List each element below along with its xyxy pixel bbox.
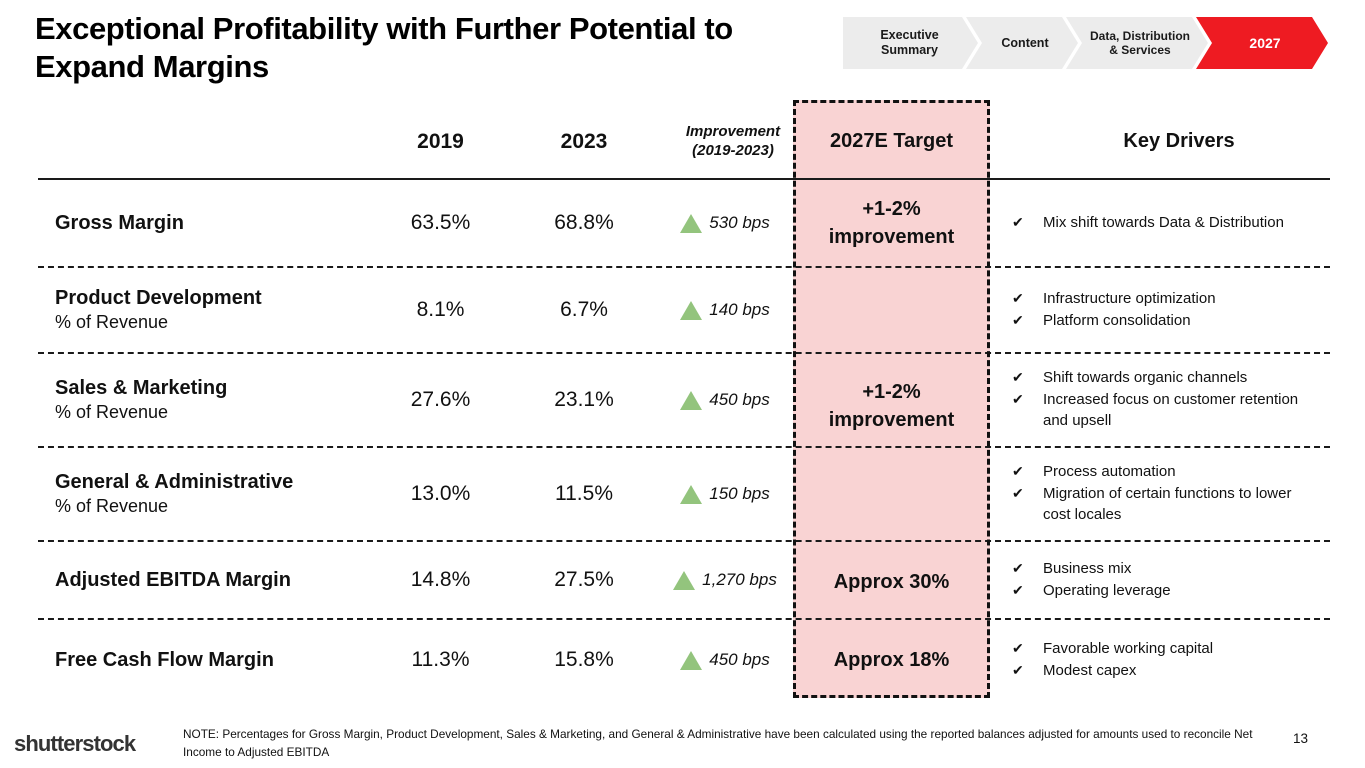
row-label: Gross Margin xyxy=(55,211,184,234)
key-driver-item: ✔ Platform consolidation xyxy=(1012,311,1191,329)
page-number: 13 xyxy=(1293,731,1309,746)
checkmark-icon: ✔ xyxy=(1012,311,1024,328)
header-improvement: Improvement (2019-2023) xyxy=(685,122,781,159)
improvement-up-triangle-icon xyxy=(680,650,703,670)
value-2019: 13.0% xyxy=(410,482,471,505)
key-driver-item: ✔ Migration of certain functions to lowe… xyxy=(1012,485,1292,523)
checkmark-icon: ✔ xyxy=(1012,661,1024,678)
improvement-value: 1,270 bps xyxy=(702,570,777,589)
breadcrumb: Executive Summary Content Data, Distribu… xyxy=(843,17,1328,69)
row-label: Free Cash Flow Margin xyxy=(55,648,274,671)
key-driver-item: ✔ Modest capex xyxy=(1012,661,1137,679)
table-row-general-administrative: General & Administrative % of Revenue 13… xyxy=(38,446,1330,540)
shutterstock-logo: shutterstock xyxy=(14,731,136,756)
breadcrumb-item-executive-summary: Executive Summary xyxy=(843,17,978,69)
key-driver-item: ✔ Business mix xyxy=(1012,559,1132,577)
header-2023: 2023 xyxy=(560,129,608,153)
key-driver-item: ✔ Shift towards organic channels xyxy=(1012,369,1248,387)
value-2023: 27.5% xyxy=(554,568,614,591)
row-label: Sales & Marketing xyxy=(55,376,228,399)
improvement-value: 530 bps xyxy=(709,213,770,232)
row-label: Product Development xyxy=(55,286,262,309)
checkmark-icon: ✔ xyxy=(1012,369,1024,386)
value-2019: 8.1% xyxy=(416,298,465,321)
row-sublabel: % of Revenue xyxy=(55,495,169,516)
table-row-free-cash-flow-margin: Free Cash Flow Margin 11.3% 15.8% 450 bp… xyxy=(38,618,1330,700)
improvement-up-triangle-icon xyxy=(680,484,703,504)
breadcrumb-item-2027-active: 2027 xyxy=(1196,17,1328,69)
checkmark-icon: ✔ xyxy=(1012,559,1024,576)
row-label: Adjusted EBITDA Margin xyxy=(55,568,291,591)
table-header-row: 2019 2023 Improvement (2019-2023) Key Dr… xyxy=(38,105,1330,180)
key-driver-item: ✔ Infrastructure optimization xyxy=(1012,289,1216,307)
breadcrumb-item-data-distribution-services: Data, Distribution & Services xyxy=(1066,17,1208,69)
key-driver-item: ✔ Increased focus on customer retention … xyxy=(1012,391,1299,429)
value-2023: 11.5% xyxy=(555,482,613,505)
row-label: General & Administrative xyxy=(55,470,294,493)
improvement-value: 150 bps xyxy=(709,484,770,503)
checkmark-icon: ✔ xyxy=(1012,581,1024,598)
key-driver-item: ✔ Mix shift towards Data & Distribution xyxy=(1012,213,1284,231)
improvement-value: 140 bps xyxy=(709,300,770,319)
value-2019: 27.6% xyxy=(410,388,471,411)
improvement-up-triangle-icon xyxy=(680,213,703,233)
metrics-table: 2019 2023 Improvement (2019-2023) Key Dr… xyxy=(38,105,1330,700)
value-2019: 63.5% xyxy=(410,211,471,234)
table-row-adjusted-ebitda-margin: Adjusted EBITDA Margin 14.8% 27.5% 1,270… xyxy=(38,540,1330,618)
improvement-up-triangle-icon xyxy=(680,300,703,320)
checkmark-icon: ✔ xyxy=(1012,463,1024,480)
key-driver-item: ✔ Process automation xyxy=(1012,463,1176,481)
table-row-gross-margin: Gross Margin 63.5% 68.8% 530 bps ✔ Mix s… xyxy=(38,180,1330,266)
row-sublabel: % of Revenue xyxy=(55,311,169,332)
header-2019: 2019 xyxy=(417,129,464,153)
checkmark-icon: ✔ xyxy=(1012,391,1024,408)
value-2023: 68.8% xyxy=(554,211,614,234)
row-sublabel: % of Revenue xyxy=(55,401,169,422)
header-key-drivers: Key Drivers xyxy=(1123,130,1235,152)
checkmark-icon: ✔ xyxy=(1012,213,1024,230)
breadcrumb-item-content: Content xyxy=(966,17,1078,69)
table-row-product-development: Product Development % of Revenue 8.1% 6.… xyxy=(38,266,1330,352)
improvement-up-triangle-icon xyxy=(680,390,703,410)
improvement-value: 450 bps xyxy=(709,650,770,669)
target-column-highlight xyxy=(793,100,990,698)
slide-title: Exceptional Profitability with Further P… xyxy=(35,11,733,85)
value-2023: 23.1% xyxy=(554,388,614,411)
value-2023: 15.8% xyxy=(554,648,614,671)
checkmark-icon: ✔ xyxy=(1012,485,1024,502)
improvement-up-triangle-icon xyxy=(673,570,696,590)
checkmark-icon: ✔ xyxy=(1012,289,1024,306)
value-2023: 6.7% xyxy=(560,298,608,321)
key-driver-item: ✔ Operating leverage xyxy=(1012,581,1171,599)
checkmark-icon: ✔ xyxy=(1012,639,1024,656)
improvement-value: 450 bps xyxy=(709,390,770,409)
table-row-sales-marketing: Sales & Marketing % of Revenue 27.6% 23.… xyxy=(38,352,1330,446)
value-2019: 14.8% xyxy=(410,568,471,591)
key-driver-item: ✔ Favorable working capital xyxy=(1012,639,1214,657)
footnote: NOTE: Percentages for Gross Margin, Prod… xyxy=(183,727,1253,759)
value-2019: 11.3% xyxy=(411,648,470,671)
